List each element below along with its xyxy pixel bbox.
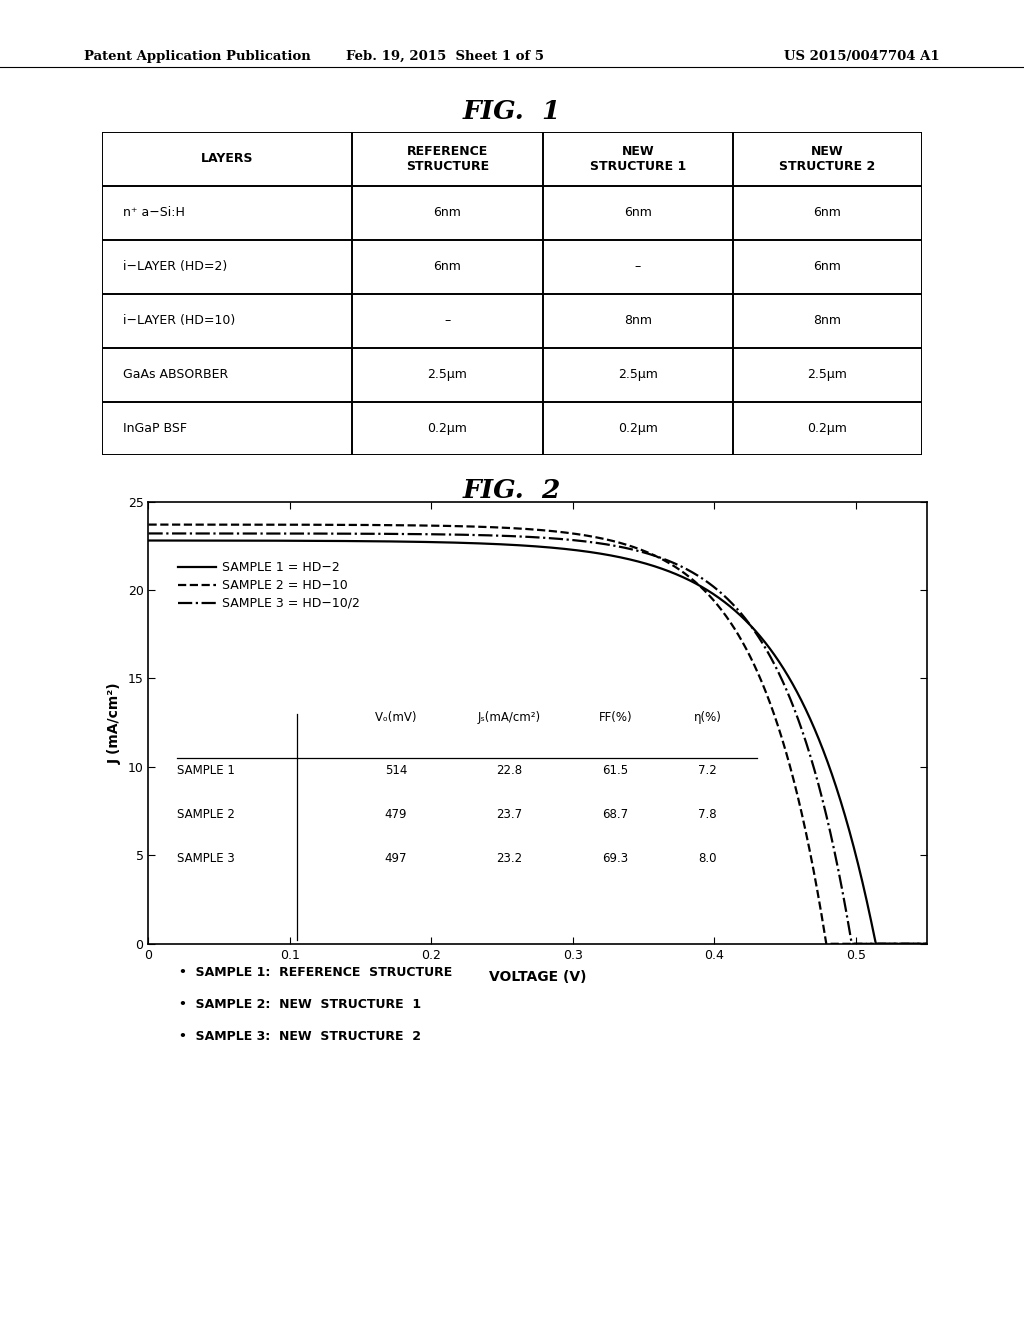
Text: NEW
STRUCTURE 1: NEW STRUCTURE 1 bbox=[590, 145, 686, 173]
Text: FF(%): FF(%) bbox=[599, 711, 632, 723]
Text: 497: 497 bbox=[385, 853, 408, 866]
Text: 6nm: 6nm bbox=[813, 260, 842, 273]
Text: 61.5: 61.5 bbox=[602, 764, 629, 777]
Y-axis label: J (mA/cm²): J (mA/cm²) bbox=[109, 682, 122, 763]
Text: SAMPLE 3: SAMPLE 3 bbox=[177, 853, 234, 866]
Text: LAYERS: LAYERS bbox=[201, 152, 254, 165]
Text: –: – bbox=[444, 314, 451, 327]
Text: 6nm: 6nm bbox=[624, 206, 652, 219]
Text: NEW
STRUCTURE 2: NEW STRUCTURE 2 bbox=[779, 145, 876, 173]
Text: 7.8: 7.8 bbox=[698, 808, 717, 821]
Text: Vₒ⁣(mV): Vₒ⁣(mV) bbox=[376, 711, 417, 723]
Text: 68.7: 68.7 bbox=[602, 808, 629, 821]
Text: InGaP BSF: InGaP BSF bbox=[123, 422, 186, 436]
Text: i−LAYER (HD=2): i−LAYER (HD=2) bbox=[123, 260, 227, 273]
Text: GaAs ABSORBER: GaAs ABSORBER bbox=[123, 368, 228, 381]
Text: 6nm: 6nm bbox=[813, 206, 842, 219]
Text: Patent Application Publication: Patent Application Publication bbox=[84, 50, 310, 63]
Text: 23.2: 23.2 bbox=[497, 853, 522, 866]
Text: FIG.  2: FIG. 2 bbox=[463, 478, 561, 503]
X-axis label: VOLTAGE (V): VOLTAGE (V) bbox=[488, 970, 587, 983]
Text: 23.7: 23.7 bbox=[497, 808, 522, 821]
Text: SAMPLE 2: SAMPLE 2 bbox=[177, 808, 234, 821]
Text: 2.5μm: 2.5μm bbox=[808, 368, 847, 381]
Text: 0.2μm: 0.2μm bbox=[618, 422, 657, 436]
Text: Jₛ⁣(mA/cm²): Jₛ⁣(mA/cm²) bbox=[478, 711, 541, 723]
Text: 22.8: 22.8 bbox=[497, 764, 522, 777]
Text: 0.2μm: 0.2μm bbox=[808, 422, 847, 436]
Text: i−LAYER (HD=10): i−LAYER (HD=10) bbox=[123, 314, 236, 327]
Text: 69.3: 69.3 bbox=[602, 853, 629, 866]
Text: •  SAMPLE 3:  NEW  STRUCTURE  2: • SAMPLE 3: NEW STRUCTURE 2 bbox=[179, 1030, 421, 1043]
Text: 6nm: 6nm bbox=[433, 260, 462, 273]
Text: •  SAMPLE 2:  NEW  STRUCTURE  1: • SAMPLE 2: NEW STRUCTURE 1 bbox=[179, 998, 421, 1011]
Text: n⁺ a−Si:H: n⁺ a−Si:H bbox=[123, 206, 184, 219]
Text: US 2015/0047704 A1: US 2015/0047704 A1 bbox=[784, 50, 940, 63]
Text: 7.2: 7.2 bbox=[698, 764, 717, 777]
Text: FIG.  1: FIG. 1 bbox=[463, 99, 561, 124]
Text: REFERENCE
STRUCTURE: REFERENCE STRUCTURE bbox=[406, 145, 489, 173]
Text: 8.0: 8.0 bbox=[698, 853, 717, 866]
Text: Feb. 19, 2015  Sheet 1 of 5: Feb. 19, 2015 Sheet 1 of 5 bbox=[346, 50, 545, 63]
Text: 8nm: 8nm bbox=[624, 314, 652, 327]
Text: SAMPLE 1: SAMPLE 1 bbox=[177, 764, 234, 777]
Text: η(%): η(%) bbox=[693, 711, 721, 723]
Text: 479: 479 bbox=[385, 808, 408, 821]
Text: 2.5μm: 2.5μm bbox=[618, 368, 657, 381]
Text: 0.2μm: 0.2μm bbox=[428, 422, 467, 436]
Text: 514: 514 bbox=[385, 764, 408, 777]
Text: •  SAMPLE 1:  REFERENCE  STRUCTURE: • SAMPLE 1: REFERENCE STRUCTURE bbox=[179, 966, 453, 979]
Text: –: – bbox=[635, 260, 641, 273]
Text: 8nm: 8nm bbox=[813, 314, 842, 327]
Text: 2.5μm: 2.5μm bbox=[428, 368, 467, 381]
Text: 6nm: 6nm bbox=[433, 206, 462, 219]
Legend: SAMPLE 1 = HD−2, SAMPLE 2 = HD−10, SAMPLE 3 = HD−10/2: SAMPLE 1 = HD−2, SAMPLE 2 = HD−10, SAMPL… bbox=[178, 561, 359, 610]
